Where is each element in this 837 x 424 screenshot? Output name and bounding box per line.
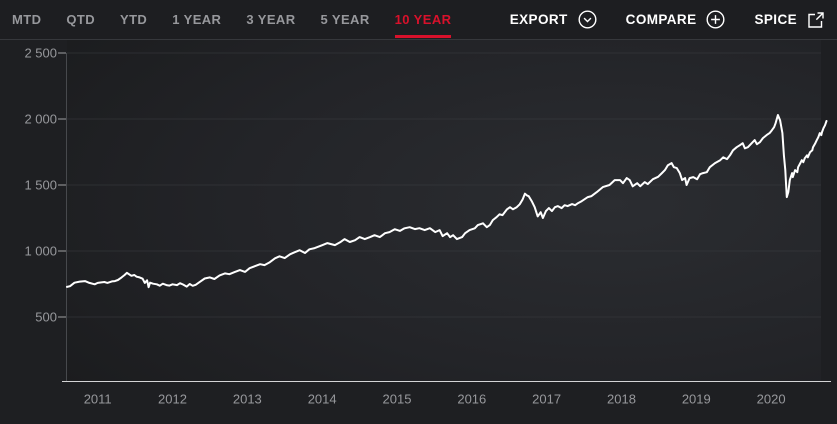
- x-tick-label-2019: 2019: [682, 392, 711, 407]
- chevron-down-circle-icon: [577, 9, 598, 30]
- plus-circle-icon: [705, 9, 726, 30]
- export-button[interactable]: EXPORT: [510, 9, 598, 30]
- tab-10-year[interactable]: 10 YEAR: [394, 0, 452, 39]
- x-tick-label-2016: 2016: [457, 392, 486, 407]
- x-tick-label-2013: 2013: [233, 392, 262, 407]
- tab-mtd[interactable]: MTD: [12, 0, 41, 39]
- x-tick-label-2018: 2018: [607, 392, 636, 407]
- x-tick-label-2017: 2017: [532, 392, 561, 407]
- period-tabs: MTD QTD YTD 1 YEAR 3 YEAR 5 YEAR 10 YEAR: [12, 0, 452, 39]
- x-tick-label-2020: 2020: [757, 392, 786, 407]
- x-tick-label-2012: 2012: [158, 392, 187, 407]
- tab-1-year[interactable]: 1 YEAR: [172, 0, 221, 39]
- price-line: [66, 114, 828, 289]
- external-link-icon: [806, 10, 826, 30]
- x-tick-label-2014: 2014: [308, 392, 337, 407]
- toolbar: MTD QTD YTD 1 YEAR 3 YEAR 5 YEAR 10 YEAR EXPOR…: [0, 0, 837, 40]
- y-tick-label-2500: 2 500: [24, 46, 57, 61]
- compare-button-label: COMPARE: [625, 12, 697, 27]
- tab-qtd[interactable]: QTD: [66, 0, 95, 39]
- plot-area[interactable]: [67, 40, 821, 381]
- spice-button-label: SPICE: [754, 12, 797, 27]
- tab-ytd[interactable]: YTD: [120, 0, 147, 39]
- tab-3-year[interactable]: 3 YEAR: [246, 0, 295, 39]
- x-tick-label-2011: 2011: [84, 392, 112, 407]
- spice-button[interactable]: SPICE: [754, 10, 826, 30]
- y-tick-label-500: 500: [35, 310, 57, 325]
- export-button-label: EXPORT: [509, 12, 568, 27]
- y-tick-label-1500: 1 500: [24, 178, 57, 193]
- tab-5-year[interactable]: 5 YEAR: [321, 0, 370, 39]
- toolbar-actions: EXPORT COMPARE SPICE: [510, 9, 826, 30]
- x-tick-label-2015: 2015: [383, 392, 412, 407]
- y-tick-label-1000: 1 000: [24, 244, 57, 259]
- y-tick-label-2000: 2 000: [24, 112, 57, 127]
- compare-button[interactable]: COMPARE: [626, 9, 727, 30]
